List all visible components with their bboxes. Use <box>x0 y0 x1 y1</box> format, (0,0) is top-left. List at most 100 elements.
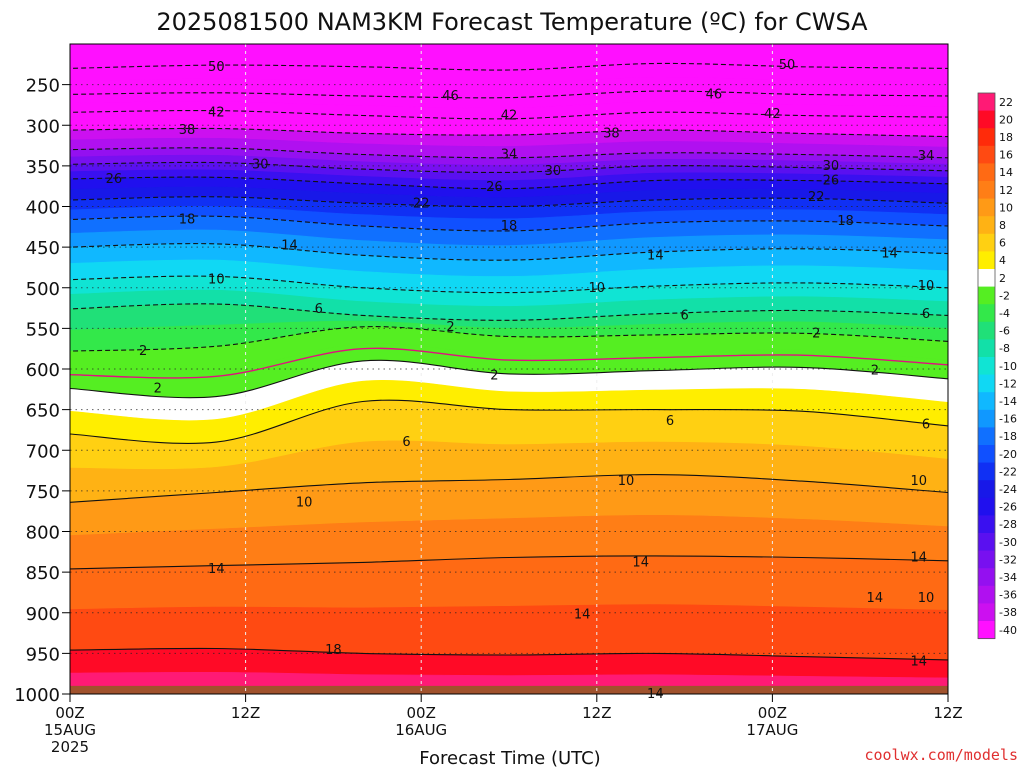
isotherm-14 <box>70 555 948 570</box>
credit-text[interactable]: coolwx.com/models <box>864 746 1018 764</box>
isotherm-label: 6 <box>680 308 688 323</box>
isotherm-label: 2 <box>490 369 498 384</box>
isotherm-label: 46 <box>442 89 459 104</box>
isotherm-label: 6 <box>922 307 930 322</box>
isotherm-label: 10 <box>589 281 606 296</box>
colorbar-swatch <box>978 216 995 235</box>
colorbar-swatch <box>978 462 995 481</box>
isotherm-label: 14 <box>647 248 664 263</box>
colorbar-frame <box>977 92 996 639</box>
x-tick-label: 12Z <box>933 704 962 722</box>
y-tick-label: 800 <box>26 523 60 544</box>
x-tick-date: 16AUG <box>395 721 447 739</box>
colorbar-label: 22 <box>999 96 1013 109</box>
isotherm-label: 14 <box>208 562 225 577</box>
colorbar-swatch <box>978 603 995 622</box>
colorbar-swatch <box>978 409 995 428</box>
isotherm-label: 2 <box>871 364 879 379</box>
colorbar-label: -36 <box>999 589 1017 602</box>
isotherm-label: 10 <box>918 279 935 294</box>
isotherm-10 <box>70 474 948 503</box>
y-tick-label: 950 <box>26 644 60 665</box>
x-tick-label: 00Z <box>55 704 84 722</box>
isotherm-label: 10 <box>910 474 927 489</box>
isotherm-label: 14 <box>867 591 884 606</box>
colorbar-label: -40 <box>999 624 1017 637</box>
y-tick-label: 350 <box>26 157 60 178</box>
x-tick-date: 15AUG <box>44 721 96 739</box>
isotherm-label: 38 <box>603 126 620 141</box>
y-tick-label: 550 <box>26 319 60 340</box>
isotherm-label: 6 <box>666 414 674 429</box>
isotherm-label: 2 <box>812 326 820 341</box>
x-tick-date: 17AUG <box>746 721 798 739</box>
isotherm--22 <box>70 196 948 208</box>
isotherm-18 <box>70 647 948 661</box>
y-tick-label: 650 <box>26 401 60 422</box>
colorbar-label: -22 <box>999 465 1017 478</box>
isotherm--14 <box>70 243 948 261</box>
colorbar-swatch <box>978 304 995 323</box>
isotherm-label: 14 <box>647 687 664 702</box>
colorbar-swatch <box>978 251 995 270</box>
isotherm-label: 18 <box>325 643 342 658</box>
isotherm-label: 50 <box>779 58 796 73</box>
isotherm-label: 6 <box>922 417 930 432</box>
colorbar-label: 18 <box>999 131 1013 144</box>
isotherm-2 <box>70 359 948 399</box>
colorbar-swatch <box>978 550 995 569</box>
y-tick-label: 300 <box>26 116 60 137</box>
colorbar-swatch <box>978 339 995 358</box>
isotherm-label: 42 <box>208 105 225 120</box>
colorbar-label: -24 <box>999 483 1017 496</box>
colorbar-swatch <box>978 533 995 552</box>
isotherm-label: 6 <box>402 435 410 450</box>
colorbar-label: -8 <box>999 342 1010 355</box>
y-tick-label: 600 <box>26 360 60 381</box>
colorbar-label: 2 <box>999 272 1006 285</box>
isotherm-6 <box>70 399 948 445</box>
colorbar-swatch <box>978 445 995 464</box>
isotherm-label: 10 <box>918 591 935 606</box>
colorbar-label: -14 <box>999 395 1017 408</box>
x-axis-label: Forecast Time (UTC) <box>419 748 600 768</box>
isotherm-label: 26 <box>823 174 840 189</box>
colorbar-label: 6 <box>999 237 1006 250</box>
isotherm-label: 34 <box>918 149 935 164</box>
isotherm-label: 2 <box>446 320 454 335</box>
y-tick-label: 250 <box>26 76 60 97</box>
x-tick-label: 00Z <box>758 704 787 722</box>
x-tick-label: 12Z <box>231 704 260 722</box>
colorbar-label: -4 <box>999 307 1010 320</box>
isotherm-label: 34 <box>501 148 518 163</box>
colorbar-label: 4 <box>999 254 1006 267</box>
y-axis: 250 300 350 400 450 500 550 600 650 700 750 800 850 9… <box>14 76 70 706</box>
colorbar-swatch <box>978 163 995 182</box>
isotherm-label: 18 <box>179 213 196 228</box>
isotherm-label: 14 <box>910 655 927 670</box>
isotherm-label: 10 <box>618 474 635 489</box>
colorbar-label: -10 <box>999 360 1017 373</box>
colorbar-swatch <box>978 427 995 446</box>
colorbar-swatch <box>978 515 995 534</box>
ground-layer <box>70 685 948 694</box>
colorbar-swatch <box>978 321 995 340</box>
colorbar-label: -2 <box>999 289 1010 302</box>
y-tick-label: 500 <box>26 279 60 300</box>
colorbar-swatch <box>978 93 995 112</box>
isotherm-label: 30 <box>823 159 840 174</box>
y-tick-label: 1000 <box>14 685 60 706</box>
isotherm-label: 2 <box>139 344 147 359</box>
isotherm-label: 14 <box>574 607 591 622</box>
isotherm--42 <box>70 109 948 120</box>
freezing-line <box>70 347 948 379</box>
isotherm-label: 42 <box>501 109 518 124</box>
x-tick-label: 00Z <box>407 704 436 722</box>
isotherm-label: 50 <box>208 60 225 75</box>
colorbar-swatch <box>978 392 995 411</box>
isotherm-label: 10 <box>296 495 313 510</box>
isotherm-label: 26 <box>106 172 123 187</box>
colorbar-swatch <box>978 128 995 147</box>
colorbar-swatch <box>978 181 995 200</box>
chart-title: 2025081500 NAM3KM Forecast Temperature (… <box>156 8 868 36</box>
